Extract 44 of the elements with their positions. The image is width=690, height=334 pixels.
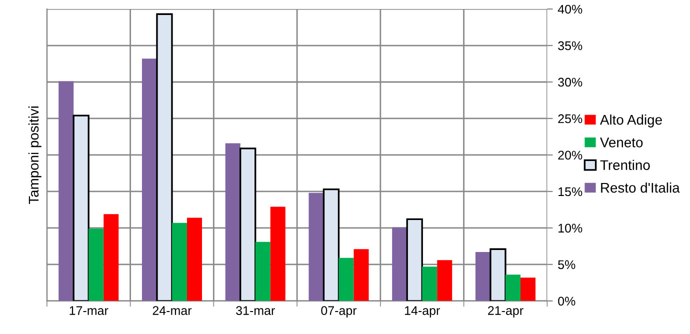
bar <box>104 214 119 301</box>
y-tick-label: 5% <box>558 260 576 270</box>
bar <box>520 278 536 301</box>
bar <box>255 242 270 301</box>
bar <box>186 218 202 301</box>
bar <box>142 58 157 301</box>
x-tick-label: 31-mar <box>236 306 275 315</box>
bar <box>240 148 256 301</box>
bar <box>270 206 286 301</box>
bar <box>156 13 173 301</box>
bar <box>322 188 340 301</box>
y-tick-label: 0% <box>558 296 576 306</box>
legend-label: Trentino <box>600 160 650 170</box>
bar <box>505 274 520 301</box>
y-tick-label: 10% <box>558 224 582 233</box>
y-tick-label: 15% <box>558 187 582 196</box>
bar <box>308 192 324 301</box>
bar <box>392 227 408 301</box>
x-tick-label: 07-apr <box>321 306 357 318</box>
bar <box>172 222 187 301</box>
y-tick-label: 30% <box>558 78 582 87</box>
y-axis-title: Tamponi positivi <box>28 106 42 204</box>
bar <box>338 258 354 301</box>
x-tick-label: 24-mar <box>152 306 192 315</box>
legend-label: Alto Adige <box>600 114 662 128</box>
x-tick-label: 17-mar <box>70 306 108 315</box>
legend-label: Veneto <box>600 138 643 148</box>
x-tick-label: 21-apr <box>488 306 524 318</box>
y-tick-label: 40% <box>558 4 582 14</box>
bar <box>88 228 104 301</box>
bar <box>406 218 423 301</box>
y-tick-label: 35% <box>558 41 582 50</box>
bar <box>354 249 369 301</box>
bar <box>475 252 490 301</box>
bar <box>58 81 74 301</box>
bar <box>437 260 452 301</box>
bar <box>225 143 240 301</box>
y-tick-label: 25% <box>558 114 582 124</box>
bar <box>422 266 438 301</box>
y-tick-label: 20% <box>558 150 582 160</box>
bar <box>490 248 506 301</box>
x-tick-label: 14-apr <box>404 306 440 318</box>
legend-label: Resto d'Italia <box>601 182 680 193</box>
bar <box>72 114 90 301</box>
